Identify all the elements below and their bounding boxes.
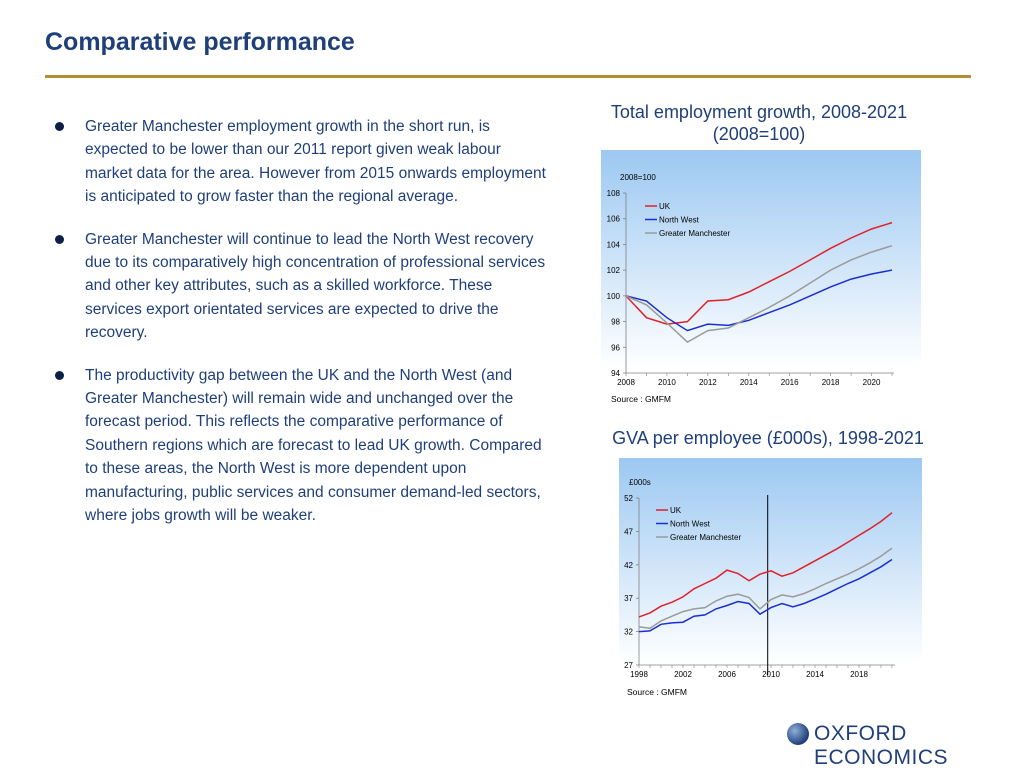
bullet-dot xyxy=(55,122,64,131)
x-tick-label: 2020 xyxy=(863,378,881,387)
series-line xyxy=(638,512,893,618)
series-line xyxy=(638,558,893,633)
y-tick-label: 100 xyxy=(607,292,621,301)
bullet-list: Greater Manchester employment growth in … xyxy=(52,115,552,547)
bullet-dot xyxy=(55,370,64,380)
unit-label: 2008=100 xyxy=(620,173,656,182)
bullet-item: The productivity gap between the UK and … xyxy=(52,364,552,528)
legend-label: UK xyxy=(670,506,682,515)
x-tick-label: 2012 xyxy=(699,378,717,387)
series-line xyxy=(638,547,893,630)
company-logo: OXFORD ECONOMICS xyxy=(814,722,949,769)
x-tick-label: 2010 xyxy=(658,378,676,387)
legend-label: UK xyxy=(659,202,671,211)
gva-chart-svg: 27 32 37 42 47 52 1998 2002 2006 2010 2014 2018 £000… xyxy=(624,478,895,679)
bullet-dot xyxy=(55,234,64,244)
chart2-source: Source : GMFM xyxy=(627,687,687,697)
series-line xyxy=(625,269,893,332)
y-tick-label: 37 xyxy=(624,594,633,603)
legend-label: Greater Manchester xyxy=(659,229,730,238)
x-tick-label: 2006 xyxy=(718,670,736,679)
y-tick-label: 98 xyxy=(611,318,620,327)
y-tick-label: 106 xyxy=(607,215,621,224)
chart1-title-line1: Total employment growth, 2008-2021 xyxy=(610,102,908,122)
y-tick-label: 108 xyxy=(607,189,621,198)
y-tick-label: 32 xyxy=(624,628,633,637)
globe-icon xyxy=(787,723,809,745)
employment-chart: 94 96 98 100 102 104 106 108 2008 2010 2012 2014 201… xyxy=(601,150,921,393)
y-tick-label: 27 xyxy=(624,661,633,670)
y-tick-label: 102 xyxy=(607,266,621,275)
series-line xyxy=(625,221,893,325)
chart2-title: GVA per employee (£000s), 1998-2021 xyxy=(612,428,924,448)
legend-label: North West xyxy=(659,216,700,225)
chart1-source: Source : GMFM xyxy=(611,394,671,404)
series-line xyxy=(625,244,893,344)
y-tick-label: 104 xyxy=(607,240,621,249)
bullet-text: Greater Manchester will continue to lead… xyxy=(85,230,546,342)
unit-label: £000s xyxy=(629,478,651,487)
y-tick-label: 42 xyxy=(624,561,633,570)
x-tick-label: 1998 xyxy=(630,670,648,679)
bullet-text: Greater Manchester employment growth in … xyxy=(85,118,546,206)
y-tick-label: 52 xyxy=(624,494,633,503)
legend-label: North West xyxy=(670,520,711,529)
x-tick-label: 2014 xyxy=(740,378,758,387)
x-tick-label: 2016 xyxy=(781,378,799,387)
y-tick-label: 94 xyxy=(611,369,620,378)
page-title: Comparative performance xyxy=(45,28,355,56)
gva-chart: 27 32 37 42 47 52 1998 2002 2006 2010 2014 2018 £000… xyxy=(619,458,922,686)
title-divider xyxy=(45,75,971,78)
bullet-text: The productivity gap between the UK and … xyxy=(85,366,542,525)
x-tick-label: 2018 xyxy=(850,670,868,679)
chart1-title: Total employment growth, 2008-2021 (2008… xyxy=(586,101,932,145)
x-tick-label: 2018 xyxy=(822,378,840,387)
employment-chart-svg: 94 96 98 100 102 104 106 108 2008 2010 2012 2014 201… xyxy=(607,173,894,387)
x-tick-label: 2014 xyxy=(806,670,824,679)
legend-label: Greater Manchester xyxy=(670,533,741,542)
bullet-item: Greater Manchester employment growth in … xyxy=(52,115,552,209)
x-tick-label: 2002 xyxy=(674,670,692,679)
chart1-title-line2: (2008=100) xyxy=(712,124,806,144)
y-tick-label: 96 xyxy=(611,343,620,352)
x-tick-label: 2008 xyxy=(617,378,635,387)
y-tick-label: 47 xyxy=(624,527,633,536)
bullet-item: Greater Manchester will continue to lead… xyxy=(52,228,552,345)
x-tick-label: 2010 xyxy=(762,670,780,679)
